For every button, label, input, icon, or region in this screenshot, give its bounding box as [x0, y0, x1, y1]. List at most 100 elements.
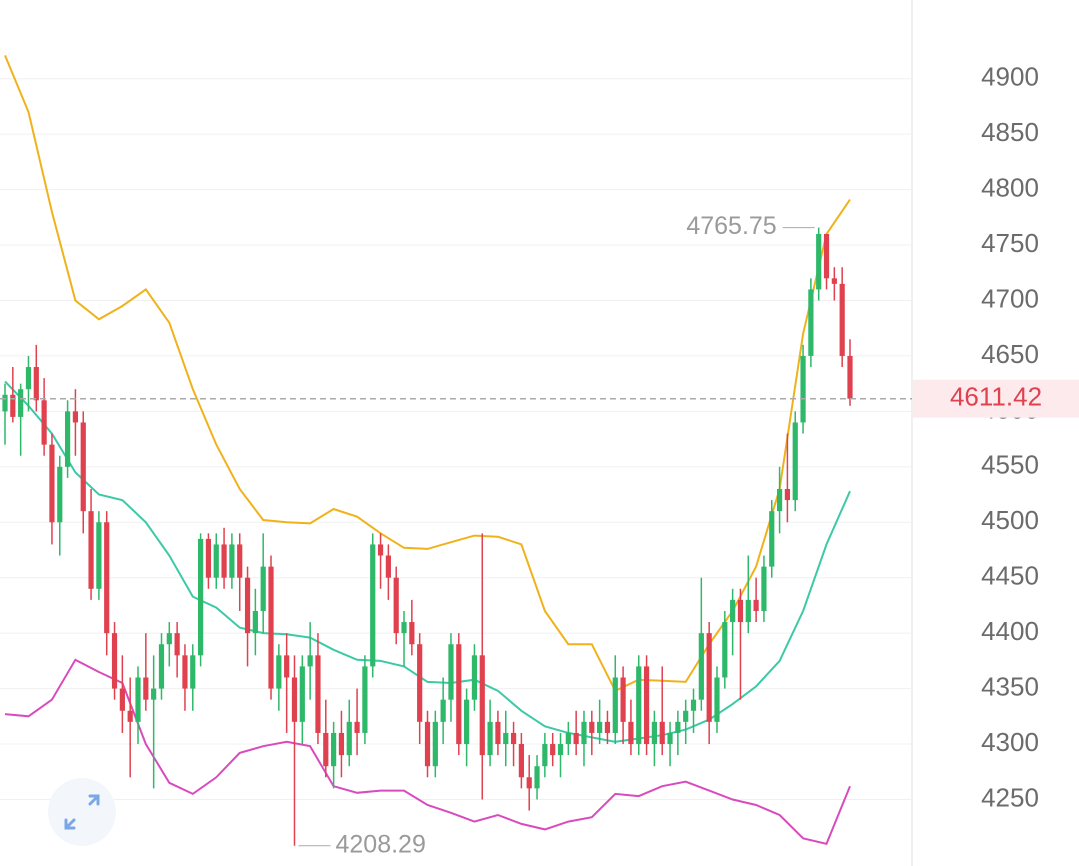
candle-body: [706, 633, 712, 722]
candle-body: [127, 710, 133, 722]
candle-body: [776, 488, 783, 512]
candle-body: [354, 721, 360, 733]
candle-body: [456, 644, 462, 745]
candle-body: [667, 732, 673, 745]
last-price-label: 4611.42: [950, 382, 1042, 412]
candle-body: [307, 655, 313, 667]
candle-body: [510, 732, 517, 745]
candle-body: [151, 688, 157, 700]
candle-body: [244, 577, 251, 634]
y-tick-label: 4800: [981, 172, 1039, 202]
y-axis: 4250430043504400445045004550460046504700…: [913, 62, 1079, 812]
candle-body: [33, 367, 39, 401]
expand-icon[interactable]: [64, 794, 100, 830]
y-tick-label: 4250: [981, 782, 1039, 812]
candle-body: [143, 677, 149, 700]
candle-body: [495, 721, 501, 745]
candle-body: [385, 555, 391, 578]
candle-body: [10, 394, 16, 417]
candle-body: [620, 677, 626, 722]
candle-body: [808, 289, 814, 356]
candle-body: [268, 566, 274, 689]
candle-body: [503, 732, 509, 745]
candle-body: [111, 633, 118, 689]
candle-body: [597, 721, 603, 733]
candle-body: [72, 411, 79, 423]
candle-body: [636, 666, 642, 745]
candle-body: [792, 422, 798, 501]
candle-body: [675, 721, 681, 733]
candle-body: [2, 394, 8, 412]
candle-body: [96, 522, 102, 589]
candle-body: [80, 422, 86, 512]
candle-body: [291, 677, 298, 722]
candle-body: [119, 688, 125, 711]
candle-body: [190, 655, 196, 689]
candle-body: [659, 721, 665, 745]
band-line: [4, 55, 851, 693]
candle-body: [487, 721, 493, 756]
candle-body: [331, 732, 337, 767]
candle-body: [823, 233, 830, 279]
candle-body: [565, 732, 571, 745]
candle-body: [581, 721, 587, 745]
candle-body: [424, 721, 431, 767]
candle-body: [604, 721, 611, 733]
y-tick-label: 4850: [981, 117, 1039, 147]
candle-body: [57, 466, 63, 523]
low-marker-label: 4208.29: [335, 830, 425, 858]
candle-body: [252, 610, 258, 634]
candles: [2, 227, 853, 846]
candle-body: [464, 699, 470, 745]
candle-body: [49, 444, 55, 523]
candle-body: [589, 721, 595, 733]
candle-body: [370, 544, 376, 667]
band-line: [4, 658, 851, 845]
candle-body: [158, 644, 165, 689]
candle-body: [88, 511, 94, 589]
candle-body: [800, 355, 806, 423]
y-tick-label: 4750: [981, 228, 1039, 258]
candle-body: [393, 577, 399, 634]
candle-body: [518, 744, 524, 778]
candle-body: [166, 633, 172, 645]
candle-body: [847, 355, 853, 399]
expand-button[interactable]: [48, 778, 116, 846]
candle-body: [839, 283, 845, 356]
candle-body: [182, 655, 188, 689]
y-tick-label: 4900: [981, 62, 1039, 92]
candle-body: [784, 488, 791, 501]
band-line: [4, 380, 851, 743]
y-tick-label: 4650: [981, 339, 1039, 369]
high-marker-label: 4765.75: [686, 212, 776, 240]
candle-body: [612, 677, 618, 733]
candle-body: [534, 766, 540, 789]
candle-body: [417, 644, 423, 722]
candle-body: [409, 622, 415, 645]
candle-body: [769, 511, 775, 567]
candle-body: [730, 599, 736, 623]
y-tick-label: 4450: [981, 561, 1039, 591]
candle-body: [816, 233, 822, 290]
y-tick-label: 4500: [981, 505, 1039, 535]
candle-body: [260, 566, 266, 611]
candle-body: [690, 699, 697, 711]
candle-body: [41, 400, 47, 445]
candle-body: [174, 633, 180, 656]
candle-body: [276, 655, 282, 689]
y-tick-label: 4700: [981, 283, 1039, 313]
candle-body: [573, 732, 579, 745]
candle-body: [104, 522, 110, 634]
candle-body: [542, 744, 548, 767]
candle-body: [346, 721, 352, 756]
candle-body: [25, 367, 32, 390]
candle-body: [651, 721, 657, 745]
candle-body: [737, 599, 744, 623]
candle-body: [761, 566, 767, 611]
candle-body: [683, 710, 689, 722]
grid: [0, 78, 912, 800]
expand-button-bg[interactable]: [48, 778, 116, 846]
candle-body: [229, 544, 235, 578]
candle-body: [284, 655, 290, 678]
